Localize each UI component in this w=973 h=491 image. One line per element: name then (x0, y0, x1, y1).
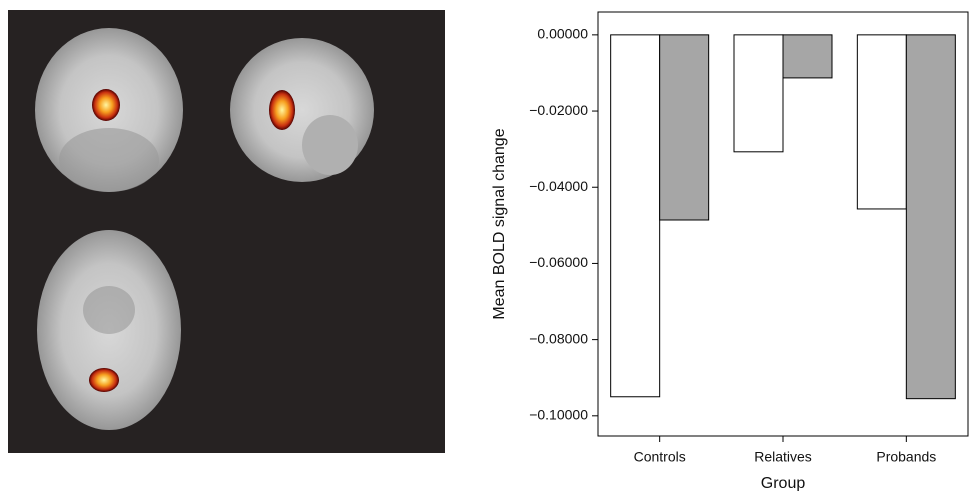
activation (269, 90, 295, 130)
page: Mean BOLD signal change Group 0.00000 −0.… (0, 0, 973, 491)
x-axis-label: Group (761, 475, 806, 491)
y-axis-label: Mean BOLD signal change (491, 128, 508, 319)
x-tick-label: Probands (876, 449, 936, 465)
bar (857, 35, 906, 209)
bar (906, 35, 955, 399)
x-tick-label: Controls (634, 449, 686, 465)
brainstem (302, 115, 358, 175)
y-tick-label: −0.02000 (529, 102, 588, 118)
y-tick-label: −0.06000 (529, 254, 588, 270)
cerebellum (59, 128, 159, 192)
bar (783, 35, 832, 78)
brain-images (8, 10, 445, 453)
ventricles (83, 286, 135, 334)
y-tick-label: −0.08000 (529, 330, 588, 346)
y-tick-label: 0.00000 (537, 26, 588, 42)
bar (734, 35, 783, 152)
bar (611, 35, 660, 397)
y-tick-label: −0.10000 (529, 407, 588, 423)
x-tick-label: Relatives (754, 449, 812, 465)
activation (92, 89, 120, 121)
bar (660, 35, 709, 220)
activation (89, 368, 119, 392)
y-tick-label: −0.04000 (529, 178, 588, 194)
